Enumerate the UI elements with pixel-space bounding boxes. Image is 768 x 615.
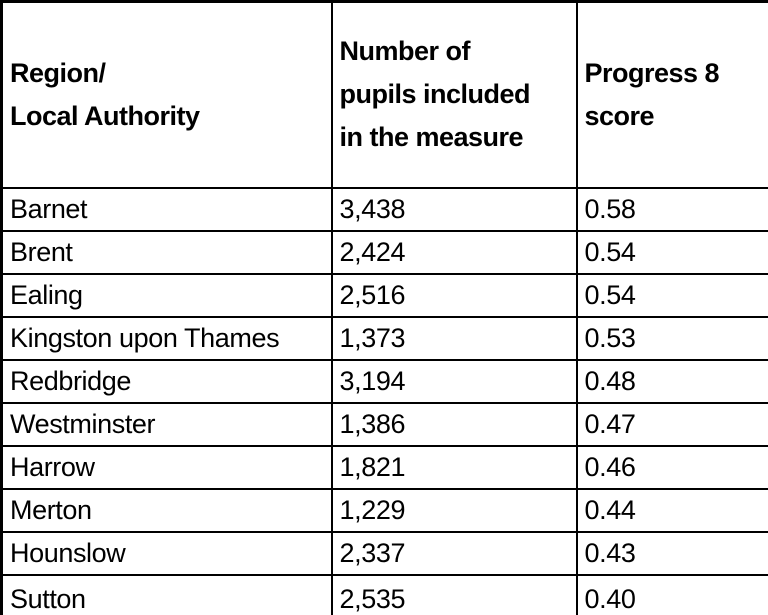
cell-region: Harrow	[0, 444, 333, 490]
table-row: Barnet 3,438 0.58	[0, 186, 768, 232]
table-row: Ealing 2,516 0.54	[0, 272, 768, 318]
table-row: Harrow 1,821 0.46	[0, 444, 768, 490]
cell-pupils-count: 3,438	[330, 186, 578, 232]
cell-region: Kingston upon Thames	[0, 315, 333, 361]
cell-progress8-score: 0.54	[575, 229, 768, 275]
cell-region: Sutton	[0, 573, 333, 615]
table-row: Brent 2,424 0.54	[0, 229, 768, 275]
table-row: Kingston upon Thames 1,373 0.53	[0, 315, 768, 361]
cell-pupils-count: 2,337	[330, 530, 578, 576]
cell-pupils-count: 2,424	[330, 229, 578, 275]
column-header-pupils-count: Number of pupils included in the measure	[330, 0, 578, 189]
cell-region: Ealing	[0, 272, 333, 318]
cell-progress8-score: 0.48	[575, 358, 768, 404]
cell-region: Redbridge	[0, 358, 333, 404]
table-row: Redbridge 3,194 0.48	[0, 358, 768, 404]
table-row: Westminster 1,386 0.47	[0, 401, 768, 447]
cell-progress8-score: 0.53	[575, 315, 768, 361]
cell-pupils-count: 3,194	[330, 358, 578, 404]
cell-progress8-score: 0.54	[575, 272, 768, 318]
table-header: Region/ Local Authority Number of pupils…	[0, 0, 768, 189]
cell-region: Merton	[0, 487, 333, 533]
cell-pupils-count: 1,229	[330, 487, 578, 533]
table-row: Hounslow 2,337 0.43	[0, 530, 768, 576]
cell-region: Westminster	[0, 401, 333, 447]
header-row: Region/ Local Authority Number of pupils…	[0, 0, 768, 189]
column-header-region: Region/ Local Authority	[0, 0, 333, 189]
cell-pupils-count: 1,821	[330, 444, 578, 490]
cell-region: Barnet	[0, 186, 333, 232]
cell-progress8-score: 0.47	[575, 401, 768, 447]
cell-pupils-count: 2,535	[330, 573, 578, 615]
cell-region: Hounslow	[0, 530, 333, 576]
column-header-progress8-score: Progress 8 score	[575, 0, 768, 189]
cell-progress8-score: 0.58	[575, 186, 768, 232]
cell-pupils-count: 2,516	[330, 272, 578, 318]
cell-region: Brent	[0, 229, 333, 275]
cell-progress8-score: 0.43	[575, 530, 768, 576]
table-row: Sutton 2,535 0.40	[0, 573, 768, 615]
cell-progress8-score: 0.40	[575, 573, 768, 615]
table-row: Merton 1,229 0.44	[0, 487, 768, 533]
table-body: Barnet 3,438 0.58 Brent 2,424 0.54 Ealin…	[0, 186, 768, 615]
cell-progress8-score: 0.44	[575, 487, 768, 533]
cell-pupils-count: 1,386	[330, 401, 578, 447]
cell-pupils-count: 1,373	[330, 315, 578, 361]
cell-progress8-score: 0.46	[575, 444, 768, 490]
